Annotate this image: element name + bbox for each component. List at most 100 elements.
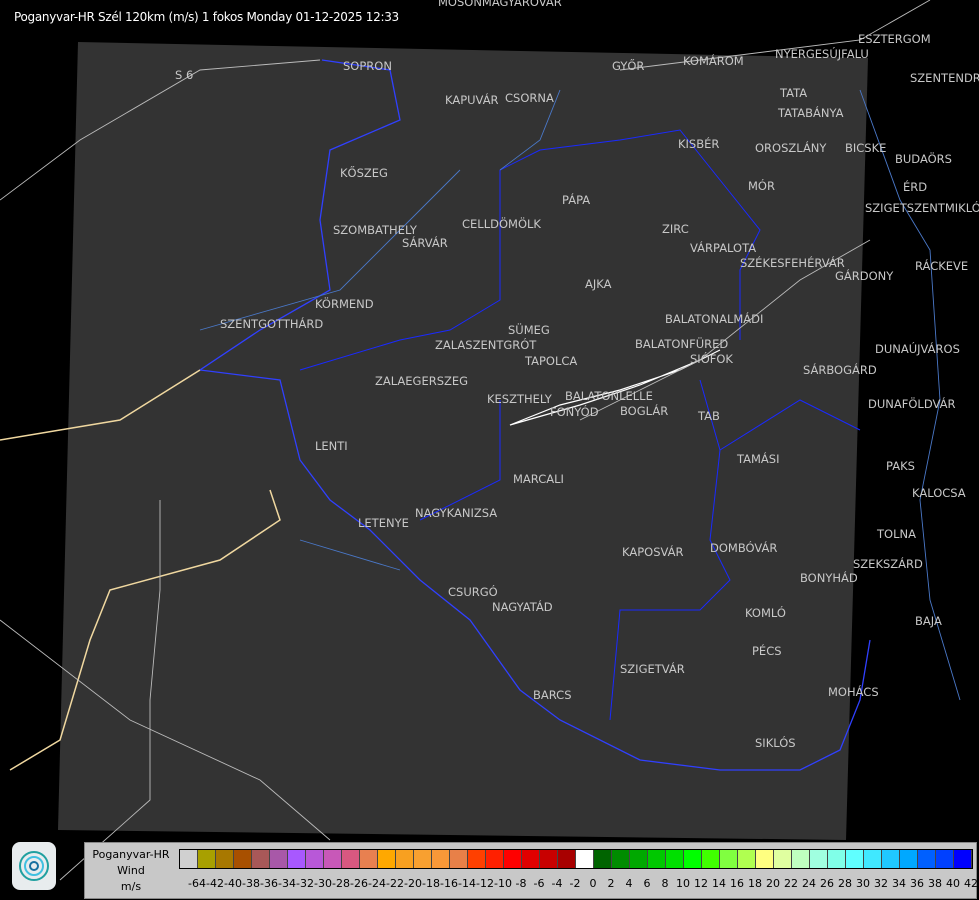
legend-color-box — [270, 850, 288, 868]
legend-color-box — [774, 850, 792, 868]
legend-color-box — [288, 850, 306, 868]
city-label: VÁRPALOTA — [690, 241, 757, 255]
city-label: SÜMEG — [508, 323, 550, 337]
legend-color-box — [504, 850, 522, 868]
legend-tick-label: -4 — [551, 877, 563, 890]
legend-tick-label: -30 — [314, 877, 332, 890]
city-label: MOHÁCS — [828, 685, 879, 699]
city-label: KESZTHELY — [487, 392, 552, 406]
legend-tick-label: -2 — [569, 877, 581, 890]
legend-color-box — [324, 850, 342, 868]
city-label: ZALAEGERSZEG — [375, 374, 469, 388]
legend-color-box — [306, 850, 324, 868]
legend-color-box — [198, 850, 216, 868]
city-label: MOSONMAGYARÓVÁR — [438, 0, 562, 9]
city-label: TAB — [698, 409, 720, 423]
legend-tick-label: -40 — [224, 877, 242, 890]
city-label: SZÉKESFEHÉRVÁR — [740, 256, 845, 270]
legend-color-box — [630, 850, 648, 868]
city-label: CELLDÖMÖLK — [462, 217, 541, 231]
legend-tick-label: 28 — [838, 877, 852, 890]
legend-color-box — [846, 850, 864, 868]
rivers — [199, 89, 961, 701]
legend-tick-label: -12 — [476, 877, 494, 890]
legend-tick-label: -20 — [404, 877, 422, 890]
city-label: BALATONLELLE — [565, 389, 653, 403]
city-label: SZIGETVÁR — [620, 662, 685, 676]
legend-tick-label: -64 — [188, 877, 206, 890]
legend-color-box — [540, 850, 558, 868]
legend-tick-label: -28 — [332, 877, 350, 890]
legend-tick-label: 16 — [730, 877, 744, 890]
city-label: OROSZLÁNY — [755, 141, 827, 155]
legend-color-scale — [179, 849, 973, 869]
legend-color-box — [648, 850, 666, 868]
county-border — [299, 129, 861, 721]
legend-color-box — [216, 850, 234, 868]
legend-color-box — [954, 850, 972, 868]
legend-tick-label: 42 — [964, 877, 978, 890]
city-label: PÁPA — [562, 193, 591, 207]
city-label: FONYÓD — [550, 405, 599, 419]
city-label: ESZTERGOM — [858, 32, 931, 46]
city-label: KŐSZEG — [340, 166, 388, 180]
legend-color-box — [576, 850, 594, 868]
legend-color-box — [738, 850, 756, 868]
legend-tick-label: -36 — [260, 877, 278, 890]
legend-tick-label: -16 — [440, 877, 458, 890]
legend-color-box — [414, 850, 432, 868]
city-label: SZENTGOTTHÁRD — [220, 317, 324, 331]
legend-tick-label: 32 — [874, 877, 888, 890]
legend-color-box — [522, 850, 540, 868]
legend-color-box — [684, 850, 702, 868]
legend-tick-label: 4 — [625, 877, 633, 890]
legend-title: Poganyvar-HR — [92, 848, 170, 861]
legend-color-box — [612, 850, 630, 868]
country-border — [198, 59, 871, 771]
legend-color-box — [810, 850, 828, 868]
legend-color-box — [360, 850, 378, 868]
map-title: Poganyvar-HR Szél 120km (m/s) 1 fokos Mo… — [14, 10, 399, 24]
legend-color-box — [756, 850, 774, 868]
legend-color-box — [882, 850, 900, 868]
city-label: GÁRDONY — [835, 269, 894, 283]
legend-color-box — [792, 850, 810, 868]
city-label: BUDAÖRS — [895, 152, 952, 166]
legend-tick-label: 36 — [910, 877, 924, 890]
city-label: SZIGETSZENTMIKLÓS — [865, 201, 979, 215]
legend-tick-label: 22 — [784, 877, 798, 890]
city-label: KOMÁROM — [683, 54, 744, 68]
city-label: KISBÉR — [678, 137, 720, 151]
legend-tick-label: 40 — [946, 877, 960, 890]
city-label: AJKA — [585, 277, 612, 291]
legend-color-box — [864, 850, 882, 868]
legend-color-box — [378, 850, 396, 868]
legend-tick-label: 12 — [694, 877, 708, 890]
legend-tick-label: -42 — [206, 877, 224, 890]
city-label: ÉRD — [903, 180, 928, 194]
city-label: KAPUVÁR — [445, 93, 499, 107]
city-label: PÉCS — [752, 644, 782, 658]
city-label: SÁRBOGÁRD — [803, 363, 877, 377]
legend-tick-label: 2 — [607, 877, 615, 890]
city-label: SZEKSZÁRD — [853, 557, 923, 571]
city-label: S 6 — [175, 68, 194, 82]
city-label: MARCALI — [513, 472, 564, 486]
data-coverage-area — [58, 42, 868, 840]
legend-color-box — [720, 850, 738, 868]
legend-color-box — [180, 850, 198, 868]
city-label: SÁRVÁR — [402, 236, 448, 250]
legend-tick-label: -22 — [386, 877, 404, 890]
legend-color-box — [666, 850, 684, 868]
legend-tick-label: -14 — [458, 877, 476, 890]
legend-ticks: -64 -42 -40 -38 -36 -34 -32 -30 -28 -26 -24 -22 -20-… — [179, 877, 979, 893]
city-label: BALATONFÜRED — [635, 337, 729, 351]
city-label: TAPOLCA — [525, 354, 578, 368]
city-label: TOLNA — [877, 527, 916, 541]
legend-color-box — [828, 850, 846, 868]
city-label: SZENTENDRE — [910, 71, 979, 85]
legend-tick-label: 30 — [856, 877, 870, 890]
city-label: BARCS — [533, 688, 572, 702]
city-label: PAKS — [886, 459, 915, 473]
